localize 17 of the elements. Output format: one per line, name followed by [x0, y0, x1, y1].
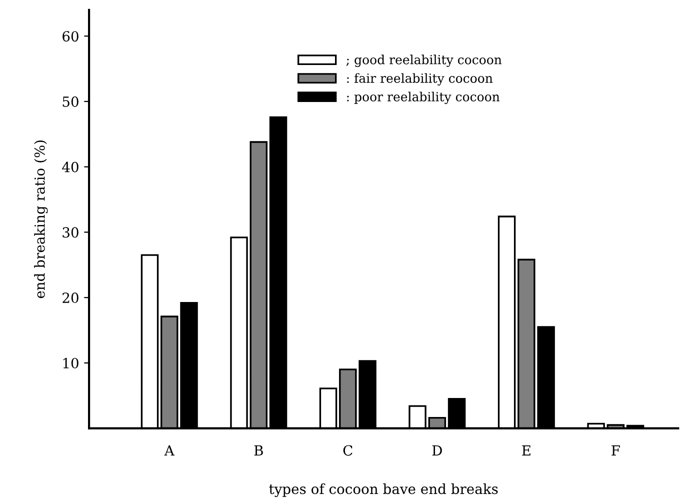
x-axis-title: types of cocoon bave end breaks	[269, 483, 498, 498]
legend-label: : fair reelability cocoon	[347, 73, 493, 86]
y-tick-label: 10	[63, 358, 78, 368]
legend-label: : poor reelability cocoon	[347, 92, 500, 104]
legend-label: ; good reelability cocoon	[346, 54, 502, 67]
y-tick-label: 50	[62, 96, 78, 107]
y-tick-label: 30	[62, 227, 78, 238]
y-tick-label: 40	[62, 162, 78, 172]
y-tick-label: 60	[62, 31, 78, 42]
x-tick-label: C	[343, 445, 352, 456]
x-tick-label: D	[432, 445, 442, 456]
x-tick-label: A	[164, 445, 175, 456]
x-tick-label: F	[612, 445, 620, 456]
y-axis-title: end breaking ratio (%)	[34, 140, 48, 298]
y-tick-label: 20	[62, 292, 78, 304]
x-tick-label: E	[522, 445, 530, 456]
x-tick-label: B	[254, 445, 263, 456]
